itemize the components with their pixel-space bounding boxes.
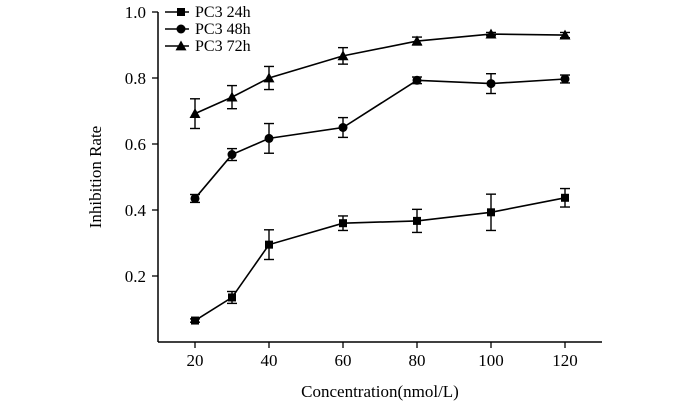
data-point-square <box>413 216 421 225</box>
axes <box>157 12 602 343</box>
axis-ticks: 20 40 60 80 100 120 0.2 0.4 0.6 0.8 1.0 <box>125 3 578 370</box>
data-point-square <box>487 208 495 217</box>
data-point-square <box>561 193 569 202</box>
data-point-triangle <box>263 72 275 83</box>
data-point-circle <box>190 193 200 203</box>
series-line <box>194 78 566 199</box>
y-tick-label: 1.0 <box>125 3 146 22</box>
x-tick-label: 100 <box>478 351 504 370</box>
y-tick-label: 0.4 <box>125 201 147 220</box>
data-point-circle <box>560 74 570 84</box>
data-point-triangle <box>337 50 349 61</box>
legend-label: PC3 48h <box>195 21 251 38</box>
data-point-triangle <box>175 40 187 51</box>
data-point-triangle <box>189 108 201 119</box>
data-point-triangle <box>559 29 571 40</box>
data-point-square <box>191 316 199 325</box>
data-point-circle <box>227 150 237 160</box>
series-pc3-24h <box>190 187 570 325</box>
series-pc3-48h <box>190 73 570 204</box>
series-line <box>194 197 566 322</box>
series-pc3-72h <box>189 28 571 130</box>
legend-label: PC3 24h <box>195 4 251 21</box>
legend-label: PC3 72h <box>195 38 251 55</box>
data-point-circle <box>176 24 186 34</box>
data-point-square <box>265 240 273 249</box>
x-tick-label: 60 <box>335 351 352 370</box>
y-axis-label: Inhibition Rate <box>86 126 105 228</box>
data-point-square <box>339 219 347 228</box>
data-point-circle <box>264 133 274 143</box>
y-tick-label: 0.6 <box>125 135 146 154</box>
data-point-triangle <box>226 91 238 102</box>
data-point-circle <box>486 79 496 89</box>
data-point-square <box>177 8 185 16</box>
data-point-circle <box>412 75 422 85</box>
data-point-triangle <box>485 28 497 39</box>
x-tick-label: 80 <box>409 351 426 370</box>
x-axis-label: Concentration(nmol/L) <box>301 382 459 401</box>
x-tick-label: 40 <box>261 351 278 370</box>
x-tick-label: 120 <box>552 351 578 370</box>
series-layer <box>189 28 571 325</box>
y-tick-label: 0.8 <box>125 69 146 88</box>
data-point-square <box>228 293 236 302</box>
x-tick-label: 20 <box>187 351 204 370</box>
data-point-triangle <box>411 35 423 46</box>
y-tick-label: 0.2 <box>125 267 146 286</box>
data-point-circle <box>338 123 348 132</box>
